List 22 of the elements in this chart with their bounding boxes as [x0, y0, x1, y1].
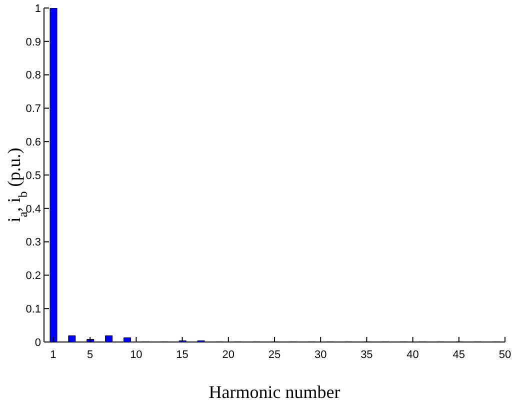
y-tick-label: 0.9 — [26, 36, 41, 48]
y-tick-label: 0.2 — [26, 270, 41, 282]
x-tick-label: 50 — [498, 348, 512, 361]
x-tick-label: 15 — [176, 348, 188, 361]
x-tick-label: 1 — [50, 348, 56, 361]
x-tick-label: 35 — [360, 348, 373, 361]
y-tick-label: 0.6 — [26, 136, 41, 149]
x-tick-label: 25 — [268, 348, 281, 361]
y-tick-label: 1 — [34, 2, 41, 15]
y-tick-label: 0.3 — [26, 236, 41, 249]
x-tick-label: 20 — [222, 348, 235, 361]
x-tick-label: 40 — [406, 348, 419, 361]
x-tick-label: 5 — [87, 348, 94, 361]
y-tick-label: 0.7 — [26, 103, 41, 116]
x-tick-label: 10 — [130, 348, 142, 361]
y-tick-label: 0.1 — [26, 304, 41, 316]
x-tick-label: 30 — [314, 348, 327, 361]
x-tick-label: 45 — [452, 348, 466, 361]
y-tick-label: 0.5 — [26, 170, 41, 182]
y-tick-label: 0 — [34, 336, 41, 349]
x-axis-title: Harmonic number — [208, 382, 340, 402]
y-tick-label: 0.8 — [26, 70, 41, 82]
